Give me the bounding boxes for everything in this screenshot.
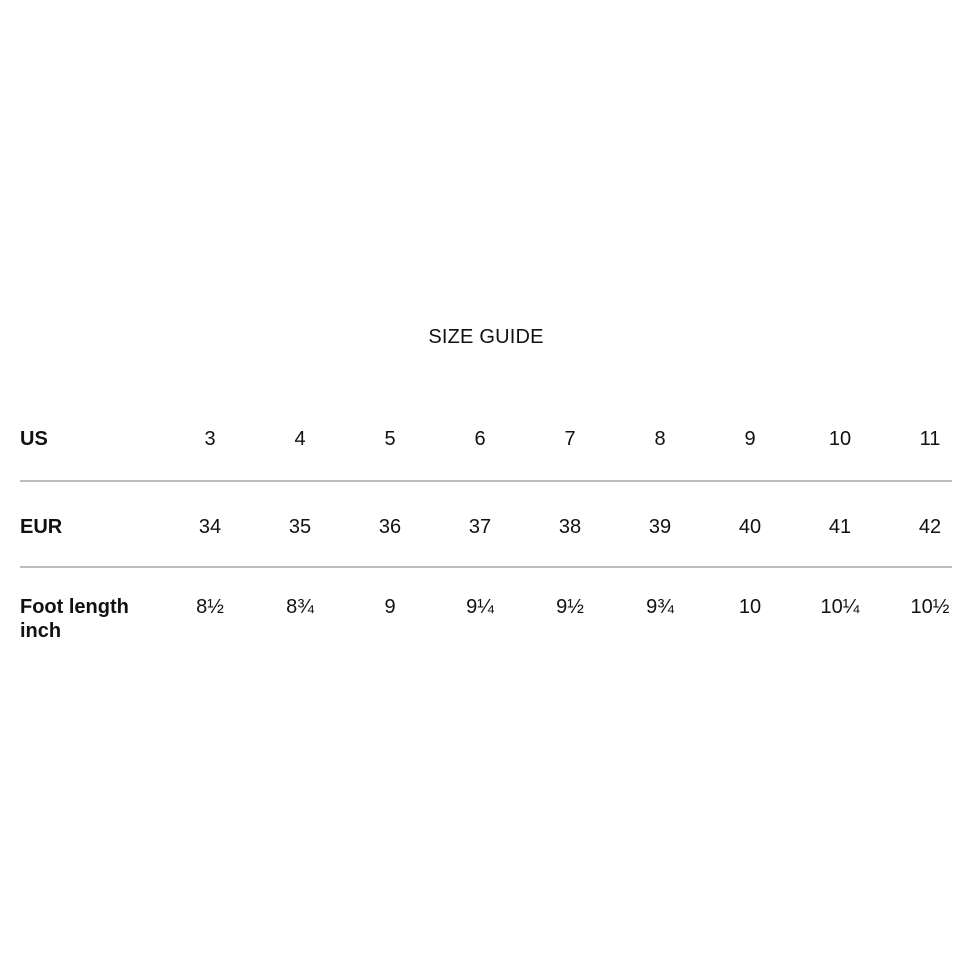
eur-size-cell: 41: [828, 516, 852, 538]
eur-size-cell: 42: [918, 516, 942, 538]
us-size-cell: 9: [744, 428, 756, 450]
foot-length-cell: 9½: [556, 596, 584, 618]
row-divider: [20, 566, 952, 568]
foot-length-cell: 9: [384, 596, 396, 618]
foot-length-cell: 9¼: [466, 596, 494, 618]
us-size-cell: 3: [204, 428, 216, 450]
us-size-cell: 4: [294, 428, 306, 450]
row-label-eur: EUR: [20, 516, 63, 538]
eur-size-cell: 36: [378, 516, 402, 538]
us-size-cell: 10: [828, 428, 852, 450]
us-size-cell: 8: [654, 428, 666, 450]
eur-size-cell: 38: [558, 516, 582, 538]
eur-size-cell: 37: [468, 516, 492, 538]
eur-size-cell: 39: [648, 516, 672, 538]
foot-length-cell: 10¼: [820, 596, 860, 618]
eur-size-cell: 34: [198, 516, 222, 538]
foot-length-cell: 9¾: [646, 596, 674, 618]
foot-length-cell: 8½: [196, 596, 224, 618]
eur-size-cell: 40: [738, 516, 762, 538]
us-size-cell: 5: [384, 428, 396, 450]
table-row-us: US 3 4 5 6 7 8 9 10 11: [20, 427, 972, 451]
row-label-foot-length: Foot length inch: [20, 596, 129, 642]
table-row-eur: EUR 34 35 36 37 38 39 40 41 42: [20, 515, 972, 539]
eur-size-cell: 35: [288, 516, 312, 538]
foot-length-cell: 10: [738, 596, 762, 618]
foot-length-cell: 8¾: [286, 596, 314, 618]
foot-length-cell: 10½: [910, 596, 950, 618]
row-divider: [20, 480, 952, 482]
us-size-cell: 11: [919, 428, 941, 450]
us-size-cell: 6: [474, 428, 486, 450]
page-title: SIZE GUIDE: [428, 326, 544, 348]
table-row-foot-length: Foot length inch 8½ 8¾ 9 9¼ 9½ 9¾ 10 10¼…: [20, 595, 972, 643]
row-label-us: US: [20, 428, 48, 450]
us-size-cell: 7: [564, 428, 576, 450]
